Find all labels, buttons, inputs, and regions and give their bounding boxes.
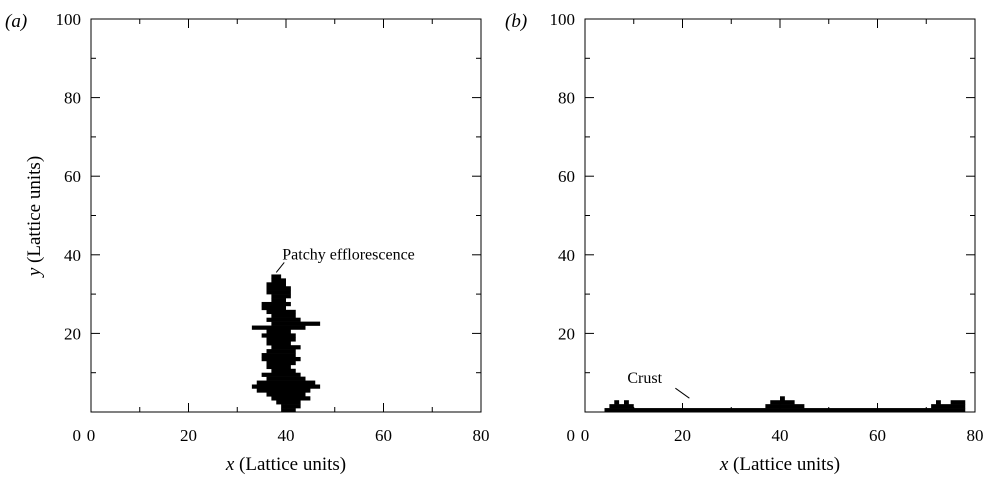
panel-a-deposit [251, 274, 321, 413]
deposit-cell-run [266, 282, 286, 287]
deposit-cell-run [266, 341, 291, 346]
y-tick-label: 80 [558, 89, 575, 108]
panel-a-annotation: Patchy efflorescence [282, 246, 415, 263]
x-tick-label: 60 [869, 426, 886, 445]
panel-b-annotation-leader [675, 387, 690, 399]
panel-b-ticks [584, 18, 976, 412]
deposit-cell-run [261, 353, 296, 358]
deposit-cell-run [604, 408, 966, 413]
panel-b-tick-labels: 0 20 40 60 80 20 40 60 80 100 0 [550, 10, 984, 445]
panel-b-deposit [604, 396, 966, 413]
y-tick-label: 20 [558, 324, 575, 343]
deposit-cell-run [261, 305, 286, 311]
y-tick-label: 60 [64, 167, 81, 186]
panel-b-annotation: Crust [627, 370, 662, 387]
deposit-cell-run [609, 404, 634, 409]
panel-a-tick-labels: 0 20 40 60 80 20 40 60 80 100 0 [56, 10, 490, 445]
x-tick-label: 60 [375, 426, 392, 445]
x-tick-label: 40 [278, 426, 295, 445]
deposit-cell-run [271, 278, 286, 283]
deposit-cell-run [266, 309, 296, 315]
deposit-cell-run [271, 396, 311, 401]
origin-tick-label: 0 [567, 426, 576, 445]
deposit-cell-run [266, 349, 296, 354]
deposit-cell-run [271, 368, 296, 373]
deposit-cell-run [614, 400, 620, 405]
deposit-cell-run [281, 404, 301, 409]
x-tick-label: 0 [581, 426, 590, 445]
panel-b-x-axis-var: x [719, 454, 729, 475]
panel-b: (b) 0 20 40 60 80 20 40 60 80 100 0 Crust x (Latti… [505, 10, 984, 475]
deposit-cell-run [271, 274, 282, 279]
panel-a-x-axis-rest: (Lattice units) [234, 454, 346, 475]
panel-a: (a) 0 20 40 60 80 20 40 60 80 100 0 Patchy efflore… [5, 10, 490, 475]
panel-a-ticks [90, 18, 482, 412]
deposit-cell-run [770, 400, 795, 405]
deposit-cell-run [261, 372, 301, 377]
panel-a-x-axis-label: x (Lattice units) [225, 454, 346, 475]
origin-tick-label: 0 [73, 426, 82, 445]
deposit-cell-run [276, 400, 301, 405]
y-tick-label: 20 [64, 324, 81, 343]
y-tick-label: 40 [558, 246, 575, 265]
panel-a-x-axis-var: x [225, 454, 235, 475]
x-tick-label: 80 [967, 426, 984, 445]
deposit-cell-run [266, 364, 291, 370]
deposit-cell-run [936, 400, 941, 405]
deposit-cell-run [266, 317, 301, 322]
panel-b-letter: (b) [505, 11, 527, 32]
panel-a-annotation-leader [275, 262, 285, 273]
deposit-cell-run [251, 384, 321, 389]
y-tick-label: 100 [550, 10, 576, 29]
panel-b-plot-frame [584, 18, 976, 413]
deposit-cell-run [261, 333, 296, 338]
deposit-cell-run [266, 329, 291, 334]
panel-b-x-axis-label: x (Lattice units) [719, 454, 840, 475]
y-tick-label: 60 [558, 167, 575, 186]
y-tick-label: 80 [64, 89, 81, 108]
deposit-cell-run [271, 313, 296, 318]
deposit-cell-run [281, 408, 296, 413]
deposit-cell-run [765, 404, 805, 409]
deposit-cell-run [271, 298, 286, 303]
x-tick-label: 20 [674, 426, 691, 445]
panel-b-x-axis-rest: (Lattice units) [728, 454, 840, 475]
deposit-cell-run [271, 321, 321, 326]
deposit-cell-run [266, 337, 296, 342]
panel-a-y-axis-rest: (Lattice units) [24, 156, 45, 268]
deposit-cell-run [931, 404, 966, 409]
x-tick-label: 80 [473, 426, 490, 445]
panel-a-letter: (a) [5, 11, 27, 32]
x-tick-label: 40 [772, 426, 789, 445]
deposit-cell-run [261, 356, 301, 362]
deposit-cell-run [256, 380, 316, 385]
y-tick-label: 100 [56, 10, 82, 29]
panel-a-y-axis-label: y (Lattice units) [24, 156, 45, 278]
deposit-cell-run [266, 360, 296, 366]
deposit-cell-run [266, 290, 291, 295]
deposit-cell-run [271, 345, 301, 350]
panel-a-y-axis-var: y [24, 267, 45, 278]
deposit-cell-run [271, 294, 291, 299]
deposit-cell-run [950, 400, 966, 405]
x-tick-label: 0 [87, 426, 96, 445]
deposit-cell-run [256, 388, 311, 393]
deposit-cell-run [261, 301, 291, 307]
deposit-cell-run [266, 392, 306, 397]
y-tick-label: 40 [64, 246, 81, 265]
deposit-cell-run [266, 286, 291, 291]
x-tick-label: 20 [180, 426, 197, 445]
deposit-cell-run [266, 376, 306, 381]
deposit-cell-run [780, 396, 785, 401]
deposit-cell-run [251, 325, 306, 330]
deposit-cell-run [624, 400, 629, 405]
